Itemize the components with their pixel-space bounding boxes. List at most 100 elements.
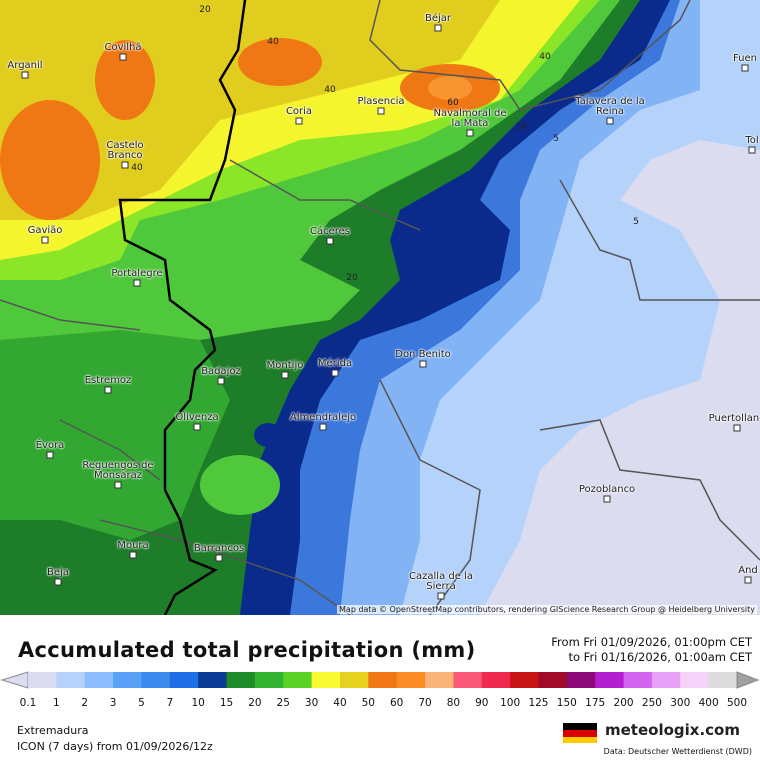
city-marker — [437, 592, 445, 600]
contour-label: 20 — [199, 5, 211, 15]
city-label: Barrancos — [193, 543, 245, 554]
legend-label: 200 — [613, 697, 634, 709]
legend-swatch — [425, 672, 454, 688]
legend-swatch — [396, 672, 426, 688]
legend-swatch — [623, 672, 653, 688]
city-marker — [326, 237, 334, 245]
legend-label: 100 — [500, 697, 521, 709]
city-label: Badajoz — [201, 366, 241, 377]
logo: meteologix.com — [605, 721, 740, 739]
city-label: Don Benito — [395, 349, 451, 360]
legend-swatch — [0, 671, 29, 689]
city-label: Olivenza — [175, 412, 219, 423]
legend-swatch — [453, 672, 483, 688]
legend-label: 125 — [528, 697, 549, 709]
city-label: Mérida — [317, 358, 353, 369]
contour-label: 20 — [515, 122, 527, 132]
legend-swatch — [226, 672, 256, 688]
legend-swatch — [368, 672, 398, 688]
legend-label: 0.1 — [19, 697, 37, 709]
flag — [563, 723, 597, 743]
city-label: Navalmoral de la Mata — [433, 108, 507, 129]
city-label: Béjar — [424, 13, 452, 24]
legend-swatch — [28, 672, 57, 688]
source: Data: Deutscher Wetterdienst (DWD) — [603, 747, 752, 756]
legend-label: 50 — [361, 697, 375, 709]
city-marker — [603, 495, 611, 503]
city-marker — [377, 107, 385, 115]
legend-label: 40 — [333, 697, 347, 709]
contour-label: 40 — [131, 163, 143, 173]
contour-label: 5 — [633, 217, 639, 227]
legend-label: 2 — [81, 697, 89, 709]
legend-label: 400 — [698, 697, 719, 709]
contour-label: 60 — [447, 98, 459, 108]
legend-swatch — [141, 672, 171, 688]
legend-label: 250 — [641, 697, 662, 709]
legend-label: 150 — [556, 697, 577, 709]
city-label: Montijo — [266, 360, 304, 371]
city-marker — [434, 24, 442, 32]
city-marker — [129, 551, 137, 559]
date-to: to Fri 01/16/2026, 01:00am CET — [568, 650, 752, 664]
legend-swatch — [708, 672, 738, 688]
city-marker — [193, 423, 201, 431]
date-from: From Fri 01/09/2026, 01:00pm CET — [551, 635, 752, 649]
legend-swatch — [566, 672, 596, 688]
city-label: Pozoblanco — [578, 484, 636, 495]
legend-panel: Accumulated total precipitation (mm) Fro… — [0, 615, 760, 760]
contour-label: 5 — [553, 134, 559, 144]
contour-label: 40 — [539, 52, 551, 62]
legend-swatch — [339, 672, 369, 688]
city-label: Cazalla de la Sierra — [409, 571, 473, 592]
city-marker — [21, 71, 29, 79]
legend-swatch — [56, 672, 86, 688]
city-label: Moura — [117, 540, 149, 551]
city-marker — [104, 386, 112, 394]
legend-swatch — [113, 672, 142, 688]
region: Extremadura — [17, 724, 89, 737]
city-marker — [114, 481, 122, 489]
contour-label: 20 — [346, 273, 358, 283]
legend-label: 15 — [219, 697, 234, 709]
city-marker — [215, 554, 223, 562]
legend-label: 20 — [248, 697, 262, 709]
legend-swatch — [538, 672, 568, 688]
city-label: Castelo Branco — [106, 140, 144, 161]
city-label: Plasencia — [357, 96, 405, 107]
city-marker — [119, 53, 127, 61]
city-marker — [331, 369, 339, 377]
color-bar — [0, 671, 760, 689]
city-marker — [741, 64, 749, 72]
contour-label: 40 — [324, 85, 336, 95]
city-label: Puertollano — [708, 413, 760, 424]
legend-label: 70 — [418, 697, 432, 709]
legend-label: 30 — [304, 697, 319, 709]
legend-swatch — [169, 672, 199, 688]
city-marker — [606, 117, 614, 125]
legend-label: 7 — [166, 697, 174, 709]
legend-label: 60 — [389, 697, 404, 709]
city-marker — [419, 360, 427, 368]
legend-swatch — [510, 672, 539, 688]
city-marker — [54, 578, 62, 586]
city-marker — [121, 161, 129, 169]
city-marker — [295, 117, 303, 125]
title: Accumulated total precipitation (mm) — [18, 638, 476, 662]
legend-label: 10 — [191, 697, 205, 709]
legend-label: 5 — [138, 697, 145, 709]
city-label: Beja — [47, 567, 69, 578]
legend-swatch — [651, 672, 681, 688]
model: ICON (7 days) from 01/09/2026/12z — [17, 740, 213, 753]
city-label: And — [738, 565, 758, 576]
city-label: Covilhã — [104, 42, 142, 53]
city-marker — [217, 377, 225, 385]
legend-swatch — [595, 672, 625, 688]
legend-swatch — [481, 672, 511, 688]
legend-label: 300 — [670, 697, 691, 709]
city-label: Arganil — [7, 60, 43, 71]
city-marker — [466, 129, 474, 137]
legend-swatch — [283, 672, 313, 688]
map-fill — [0, 0, 760, 615]
